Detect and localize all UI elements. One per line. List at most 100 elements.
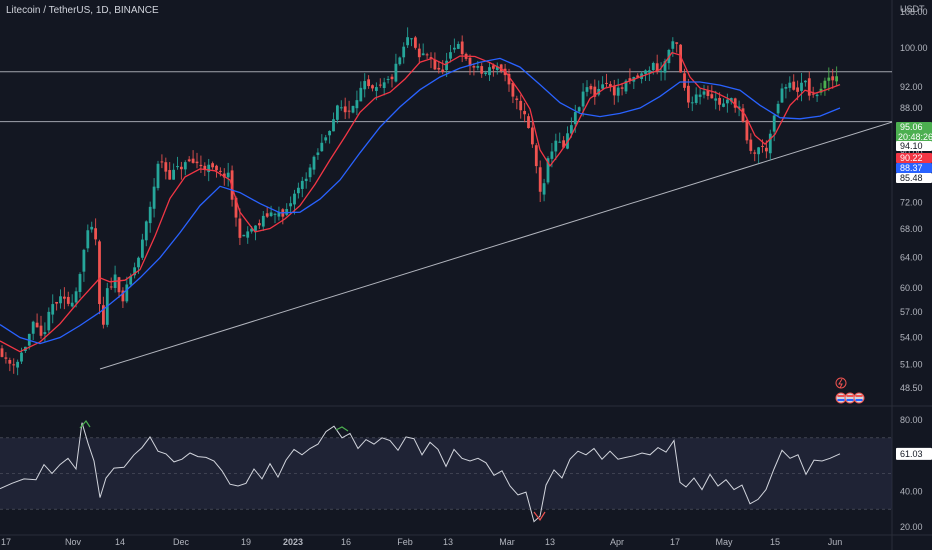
candle-body: [117, 277, 121, 293]
candle-body: [250, 228, 253, 232]
candle-body: [254, 225, 257, 231]
candle-body: [702, 91, 706, 95]
candle-body: [484, 72, 487, 75]
candle-body: [398, 57, 402, 65]
candle-body: [66, 296, 70, 304]
price-badge-label: 88.37: [900, 163, 923, 173]
candle-body: [761, 145, 764, 147]
candle-body: [63, 296, 66, 299]
candle-body: [472, 66, 476, 68]
candle-body: [807, 78, 811, 96]
rsi-tick-label: 40.00: [900, 486, 923, 496]
candle-body: [8, 359, 12, 364]
us-flag-icon[interactable]: [853, 392, 865, 404]
candle-body: [207, 164, 211, 173]
candle-body: [788, 82, 792, 88]
price-tick-label: 57.00: [900, 307, 923, 317]
flag-stripe: [846, 395, 854, 397]
price-tick-label: 80.00: [900, 148, 923, 158]
time-axis[interactable]: 17 Nov 14 Dec 19 2023 16 Feb 13 Mar 13 Apr 17 May 15 Ju…: [1, 537, 842, 547]
candle-body: [620, 87, 624, 89]
candle-body: [515, 98, 519, 100]
price-tick-label: 100.00: [900, 43, 928, 53]
ma-slow-line: [0, 57, 841, 345]
candle-body: [12, 364, 16, 366]
candle-body: [59, 296, 62, 304]
candle-body: [289, 203, 292, 207]
time-tick-label: 13: [545, 537, 555, 547]
candle-body: [694, 94, 698, 103]
candle-body: [745, 120, 749, 141]
candle-body: [191, 158, 195, 163]
candle-body: [261, 215, 265, 227]
candle-body: [542, 183, 546, 195]
candle-body: [152, 186, 156, 209]
candle-body: [624, 80, 628, 92]
candle-body: [659, 70, 663, 72]
lightning-icon[interactable]: [835, 377, 847, 389]
time-tick-label: 14: [115, 537, 125, 547]
time-tick-label: 15: [770, 537, 780, 547]
candle-body: [601, 84, 604, 89]
rsi-band: [0, 437, 892, 510]
candle-body: [753, 152, 757, 154]
candle-body: [651, 63, 655, 71]
price-tick-label: 108.00: [900, 7, 928, 17]
candle-body: [476, 66, 480, 68]
candle-body: [363, 81, 367, 90]
flag-stripe: [855, 399, 863, 401]
candle-body: [265, 213, 269, 217]
candle-body: [125, 284, 129, 302]
candle-body: [573, 112, 577, 125]
moving-averages: [0, 51, 841, 353]
time-tick-label: Jun: [828, 537, 843, 547]
price-badge-level: [896, 141, 932, 151]
candle-body: [683, 73, 686, 88]
candle-body: [141, 239, 144, 258]
trendline[interactable]: [99, 121, 893, 370]
candle-body: [238, 218, 242, 238]
candle-body: [523, 111, 526, 115]
horizontal-levels[interactable]: [0, 71, 892, 123]
candle-body: [460, 41, 464, 55]
candle-body: [98, 241, 101, 305]
candle-body: [219, 170, 222, 172]
candle-body: [784, 86, 788, 89]
candle-body: [671, 41, 675, 49]
trendline-segment[interactable]: [99, 121, 893, 370]
candle-body: [562, 140, 565, 148]
rsi-line: [0, 420, 841, 523]
candle-body: [445, 60, 448, 71]
candle-body: [351, 105, 355, 113]
candle-body: [480, 66, 484, 74]
candle-body: [109, 286, 113, 288]
candle-body: [792, 81, 796, 90]
candle-body: [531, 127, 534, 145]
candle-body: [577, 107, 581, 112]
price-tick-label: 64.00: [900, 253, 923, 263]
candle-body: [316, 152, 320, 155]
candle-body: [39, 325, 43, 336]
candle-body: [121, 290, 125, 302]
candle-body: [558, 141, 562, 143]
candle-body: [628, 78, 632, 82]
candle-body: [410, 38, 413, 40]
flag-stripe: [846, 399, 854, 401]
candle-body: [425, 54, 429, 56]
candle-body: [129, 275, 133, 285]
candle-body: [780, 88, 784, 103]
candle-body: [148, 206, 152, 224]
candle-body: [772, 115, 776, 132]
candle-body: [172, 169, 175, 180]
candle-body: [827, 77, 831, 81]
event-icons[interactable]: [835, 377, 865, 404]
rsi-value-label: 61.03: [900, 449, 923, 459]
price-axis[interactable]: 124.00116.00108.00100.0092.0088.0084.008…: [900, 0, 928, 393]
candle-body: [144, 221, 148, 241]
price-tick-label: 60.00: [900, 283, 923, 293]
candle-body: [199, 164, 203, 167]
candle-body: [449, 52, 452, 59]
candle-body: [355, 100, 359, 109]
